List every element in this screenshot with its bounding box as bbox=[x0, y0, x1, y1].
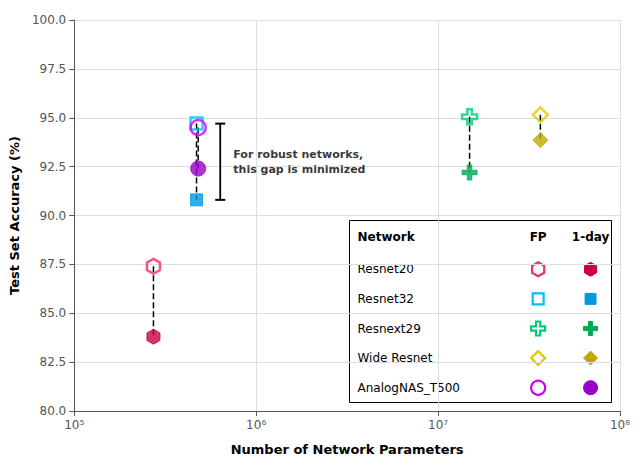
svg-text:80.0: 80.0 bbox=[40, 404, 67, 418]
svg-text:Test Set Accuracy (%): Test Set Accuracy (%) bbox=[7, 136, 22, 295]
svg-text:87.5: 87.5 bbox=[40, 257, 67, 271]
svg-text:10⁶: 10⁶ bbox=[246, 418, 266, 432]
svg-text:95.0: 95.0 bbox=[40, 111, 67, 125]
svg-text:Resnext29: Resnext29 bbox=[358, 322, 421, 336]
svg-text:Resnet20: Resnet20 bbox=[357, 262, 414, 277]
svg-text:Network: Network bbox=[358, 230, 416, 244]
svg-text:92.5: 92.5 bbox=[40, 160, 67, 174]
svg-text:97.5: 97.5 bbox=[40, 62, 67, 76]
svg-text:10⁵: 10⁵ bbox=[64, 418, 84, 432]
svg-text:10⁸: 10⁸ bbox=[610, 418, 630, 432]
svg-text:this gap is minimized: this gap is minimized bbox=[233, 163, 365, 176]
svg-text:Number of Network Parameters: Number of Network Parameters bbox=[231, 442, 464, 457]
svg-text:82.5: 82.5 bbox=[40, 355, 67, 369]
svg-text:Wide Resnet: Wide Resnet bbox=[357, 351, 433, 366]
svg-text:For robust networks,: For robust networks, bbox=[233, 148, 363, 161]
svg-text:100.0: 100.0 bbox=[32, 13, 66, 27]
svg-text:90.0: 90.0 bbox=[40, 209, 67, 223]
svg-text:AnalogNAS_T500: AnalogNAS_T500 bbox=[358, 381, 461, 395]
svg-text:10⁷: 10⁷ bbox=[428, 418, 448, 432]
svg-text:1-day: 1-day bbox=[572, 230, 610, 244]
svg-text:FP: FP bbox=[530, 230, 547, 244]
svg-text:85.0: 85.0 bbox=[40, 306, 67, 320]
svg-text:Resnet32: Resnet32 bbox=[358, 292, 414, 306]
